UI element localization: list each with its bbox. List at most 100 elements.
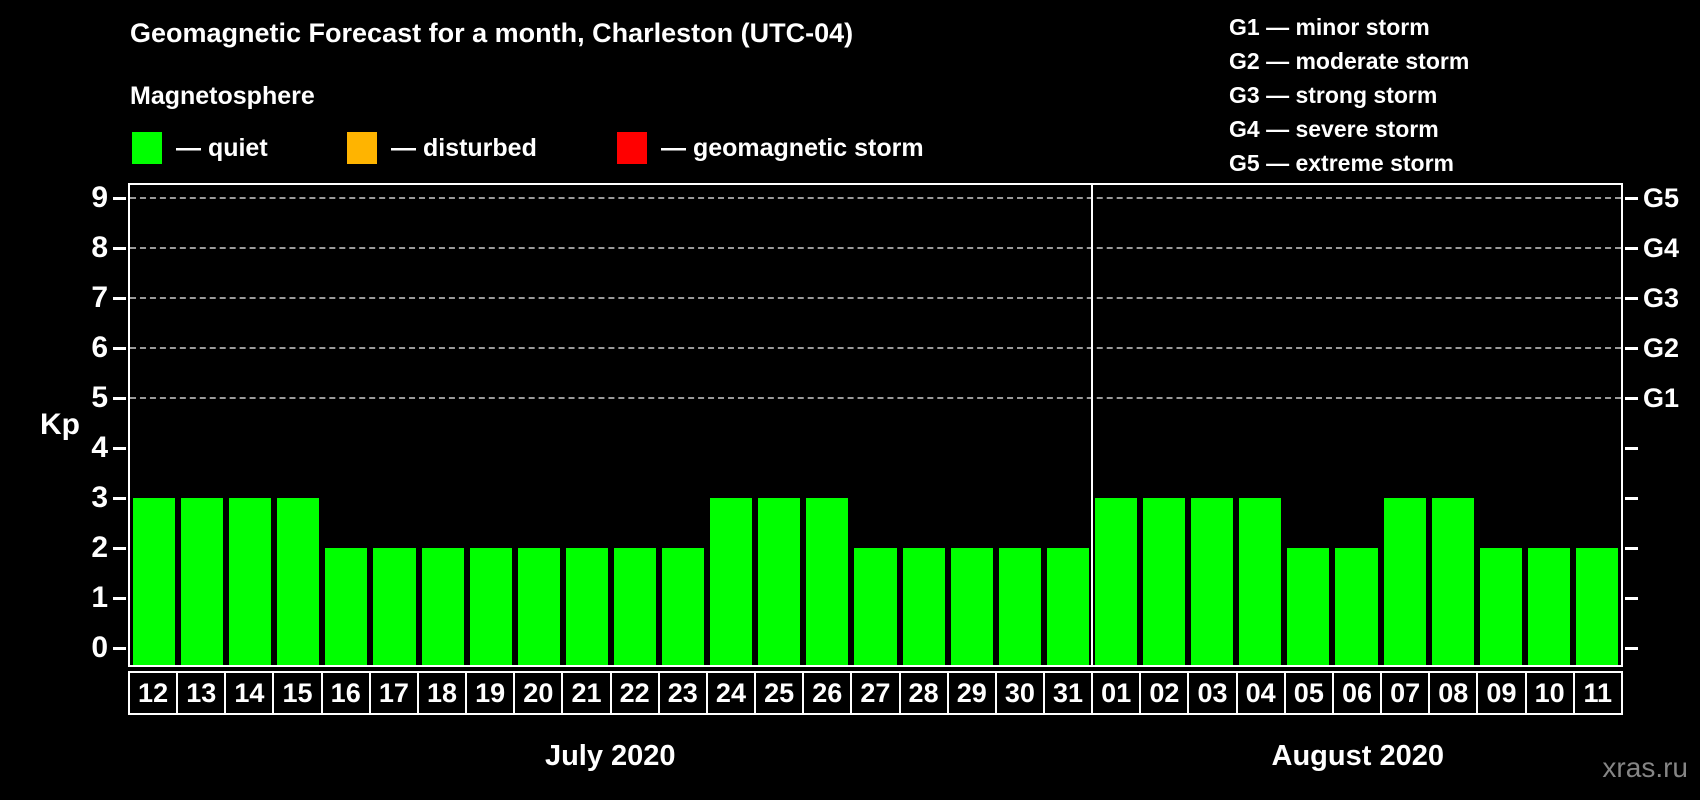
- kp-bar-day-16: [325, 548, 368, 665]
- date-label-23: 23: [657, 671, 708, 715]
- y-axis-tick-left-2: [113, 546, 126, 550]
- kp-bar-day-04: [1239, 498, 1282, 665]
- legend-item-disturbed: — disturbed: [347, 131, 537, 165]
- plot-area: 0 1 2 3 4 5 6 7 8 9 G1 G2 G3 G4 G5: [91, 181, 1679, 667]
- kp-bar-day-27: [854, 548, 897, 665]
- y-axis-tick-right-5: [1625, 396, 1638, 400]
- y-axis-tick-left-4: [113, 446, 126, 450]
- gridline-kp7: [130, 297, 1621, 299]
- date-label-12: 12: [128, 671, 179, 715]
- date-label-16: 16: [320, 671, 371, 715]
- date-label-17: 17: [368, 671, 419, 715]
- kp-bar-day-24: [710, 498, 753, 665]
- y-axis-tick-right-2: [1625, 546, 1638, 550]
- y-axis-tick-left-5: [113, 396, 126, 400]
- kp-bar-day-25: [758, 498, 801, 665]
- kp-bar-day-11: [1575, 548, 1618, 665]
- date-label-01: 01: [1091, 671, 1142, 715]
- g-scale-axis-label-g2: G2: [1643, 333, 1680, 363]
- disturbed-color-swatch: [347, 132, 377, 164]
- legend-item-geomagnetic-storm: — geomagnetic storm: [617, 131, 924, 165]
- date-label-31: 31: [1042, 671, 1094, 715]
- g-scale-axis-label-g5: G5: [1643, 183, 1680, 213]
- watermark: xras.ru: [1602, 752, 1688, 783]
- date-label-10: 10: [1524, 671, 1575, 715]
- kp-bar-day-06: [1335, 548, 1378, 665]
- magnetosphere-label: Magnetosphere: [130, 82, 315, 110]
- date-label-08: 08: [1428, 671, 1479, 715]
- y-tick-label-4: 4: [91, 431, 108, 464]
- y-tick-label-1: 1: [91, 581, 108, 614]
- kp-bar-day-18: [421, 548, 464, 665]
- date-label-24: 24: [705, 671, 757, 715]
- date-label-06: 06: [1331, 671, 1383, 715]
- y-axis-tick-right-4: [1625, 446, 1638, 450]
- kp-bar-day-08: [1431, 498, 1474, 665]
- kp-bar-day-31: [1046, 548, 1089, 665]
- date-label-25: 25: [754, 671, 805, 715]
- gridline-kp9: [130, 197, 1621, 199]
- kp-bar-day-28: [902, 548, 945, 665]
- geomagnetic-storm-color-swatch: [617, 132, 647, 164]
- y-axis-tick-right-1: [1625, 596, 1638, 600]
- date-label-20: 20: [513, 671, 564, 715]
- y-axis-tick-right-7: [1625, 296, 1638, 300]
- y-tick-label-2: 2: [91, 531, 108, 564]
- y-axis-tick-right-8: [1625, 246, 1638, 250]
- y-axis-tick-right-6: [1625, 346, 1638, 350]
- date-label-15: 15: [272, 671, 323, 715]
- y-axis-tick-right-0: [1625, 646, 1638, 650]
- date-label-03: 03: [1187, 671, 1238, 715]
- kp-bar-day-14: [229, 498, 272, 665]
- g2-legend-line: G2 — moderate storm: [1229, 48, 1470, 74]
- y-tick-label-8: 8: [91, 231, 108, 264]
- kp-bar-day-05: [1287, 548, 1330, 665]
- kp-bar-day-02: [1143, 498, 1186, 665]
- kp-bar-day-26: [806, 498, 849, 665]
- date-label-13: 13: [176, 671, 227, 715]
- y-tick-label-5: 5: [91, 381, 108, 414]
- date-label-02: 02: [1139, 671, 1190, 715]
- kp-bar-day-20: [517, 548, 560, 665]
- kp-bar-day-29: [950, 548, 993, 665]
- month-label-august: August 2020: [1271, 740, 1444, 772]
- legend-item-quiet: — quiet: [132, 131, 268, 165]
- gridline-kp8: [130, 247, 1621, 249]
- geomagnetic-storm-label: — geomagnetic storm: [661, 133, 924, 162]
- date-label-07: 07: [1380, 671, 1431, 715]
- date-label-29: 29: [946, 671, 997, 715]
- kp-bar-day-15: [277, 498, 320, 665]
- y-tick-label-0: 0: [91, 631, 108, 664]
- y-axis-tick-right-9: [1625, 196, 1638, 200]
- kp-bar-day-22: [613, 548, 657, 665]
- disturbed-label: — disturbed: [391, 133, 537, 162]
- date-label-26: 26: [802, 671, 853, 715]
- date-label-21: 21: [561, 671, 612, 715]
- kp-bar-day-21: [565, 548, 608, 665]
- y-axis-tick-left-0: [113, 646, 126, 650]
- kp-bar-day-19: [469, 548, 512, 665]
- date-label-11: 11: [1572, 671, 1623, 715]
- y-axis-tick-right-3: [1625, 496, 1638, 500]
- kp-bar-day-23: [662, 548, 705, 665]
- date-label-22: 22: [609, 671, 660, 715]
- g1-legend-line: G1 — minor storm: [1229, 14, 1430, 40]
- quiet-color-swatch: [132, 132, 162, 164]
- y-axis-tick-left-9: [113, 196, 126, 200]
- date-label-27: 27: [850, 671, 901, 715]
- date-label-28: 28: [898, 671, 949, 715]
- g5-legend-line: G5 — extreme storm: [1229, 150, 1454, 176]
- kp-bar-day-03: [1191, 498, 1234, 665]
- date-label-09: 09: [1476, 671, 1527, 715]
- y-axis-title: Kp: [40, 408, 80, 441]
- y-axis-tick-left-3: [113, 496, 126, 500]
- kp-bar-day-09: [1479, 548, 1522, 665]
- y-axis-tick-left-1: [113, 596, 126, 600]
- page-title: Geomagnetic Forecast for a month, Charle…: [130, 18, 854, 48]
- y-tick-label-9: 9: [91, 181, 108, 214]
- date-label-19: 19: [465, 671, 516, 715]
- y-tick-label-6: 6: [91, 331, 108, 364]
- g4-legend-line: G4 — severe storm: [1229, 116, 1439, 142]
- kp-bar-day-01: [1094, 498, 1138, 665]
